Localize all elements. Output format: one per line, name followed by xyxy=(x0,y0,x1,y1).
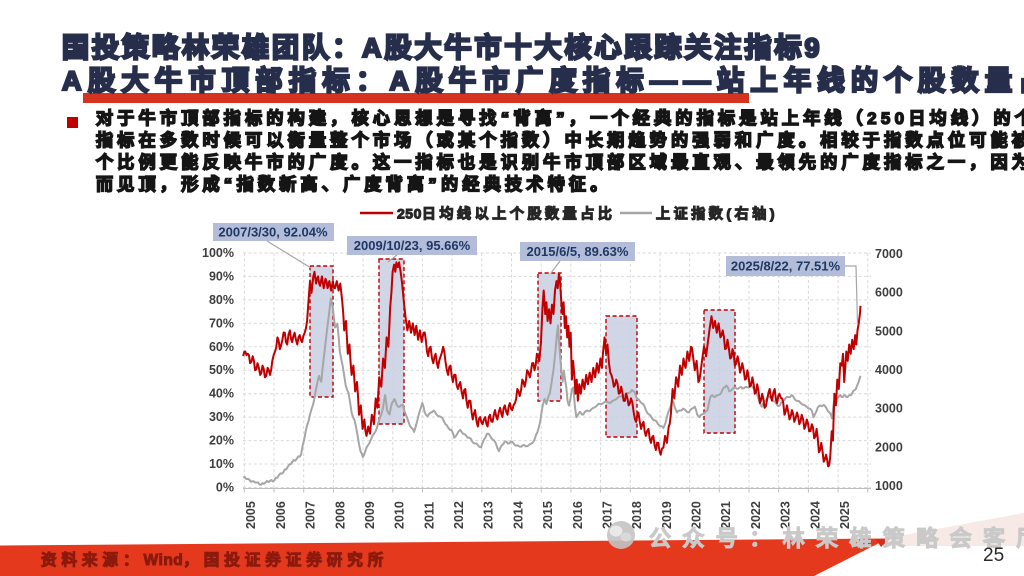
svg-text:2020: 2020 xyxy=(690,501,704,529)
svg-text:5000: 5000 xyxy=(875,324,903,338)
svg-text:30%: 30% xyxy=(209,410,234,424)
svg-text:60%: 60% xyxy=(209,340,234,354)
svg-text:2007: 2007 xyxy=(304,501,318,529)
svg-text:100%: 100% xyxy=(202,246,234,260)
svg-text:4000: 4000 xyxy=(875,363,903,377)
svg-text:2018: 2018 xyxy=(630,501,644,529)
svg-text:1000: 1000 xyxy=(875,479,903,493)
svg-text:2000: 2000 xyxy=(875,440,903,454)
svg-text:2024: 2024 xyxy=(808,501,822,529)
svg-text:80%: 80% xyxy=(209,293,234,307)
svg-text:2019: 2019 xyxy=(660,501,674,529)
svg-text:2016: 2016 xyxy=(571,501,585,529)
svg-text:2009/10/23, 95.66%: 2009/10/23, 95.66% xyxy=(354,238,471,253)
svg-text:上证指数(右轴): 上证指数(右轴) xyxy=(656,206,778,222)
svg-text:50%: 50% xyxy=(209,363,234,377)
svg-text:0%: 0% xyxy=(216,481,234,495)
svg-text:2006: 2006 xyxy=(274,501,288,529)
svg-text:70%: 70% xyxy=(209,316,234,330)
svg-text:2015: 2015 xyxy=(541,501,555,529)
svg-text:2021: 2021 xyxy=(719,501,733,529)
svg-text:2022: 2022 xyxy=(749,501,763,529)
svg-text:20%: 20% xyxy=(209,434,234,448)
svg-text:6000: 6000 xyxy=(875,286,903,300)
svg-text:3000: 3000 xyxy=(875,402,903,416)
svg-text:7000: 7000 xyxy=(875,247,903,261)
svg-text:25: 25 xyxy=(983,545,1004,566)
svg-text:40%: 40% xyxy=(209,387,234,401)
svg-text:2014: 2014 xyxy=(511,501,525,529)
svg-text:90%: 90% xyxy=(209,269,234,283)
svg-text:2017: 2017 xyxy=(601,501,615,529)
svg-text:资料来源：Wind，国投证券证券研究所: 资料来源：Wind，国投证券证券研究所 xyxy=(41,550,388,569)
svg-text:2013: 2013 xyxy=(482,501,496,529)
svg-text:2008: 2008 xyxy=(333,501,347,529)
svg-text:2025: 2025 xyxy=(838,501,852,529)
svg-text:2009: 2009 xyxy=(363,501,377,529)
svg-text:2011: 2011 xyxy=(422,502,436,529)
svg-text:2025/8/22, 77.51%: 2025/8/22, 77.51% xyxy=(731,259,841,274)
svg-text:250日均线以上个股数量占比: 250日均线以上个股数量占比 xyxy=(397,206,615,222)
svg-text:2012: 2012 xyxy=(452,501,466,529)
svg-text:2010: 2010 xyxy=(393,501,407,529)
svg-text:2023: 2023 xyxy=(779,501,793,529)
svg-text:2007/3/30, 92.04%: 2007/3/30, 92.04% xyxy=(218,225,328,240)
svg-text:2015/6/5, 89.63%: 2015/6/5, 89.63% xyxy=(527,244,629,259)
svg-text:10%: 10% xyxy=(209,457,234,471)
svg-text:公众号：林荣雄策略会客厅: 公众号：林荣雄策略会客厅 xyxy=(649,526,1024,551)
svg-text:2005: 2005 xyxy=(244,501,258,529)
